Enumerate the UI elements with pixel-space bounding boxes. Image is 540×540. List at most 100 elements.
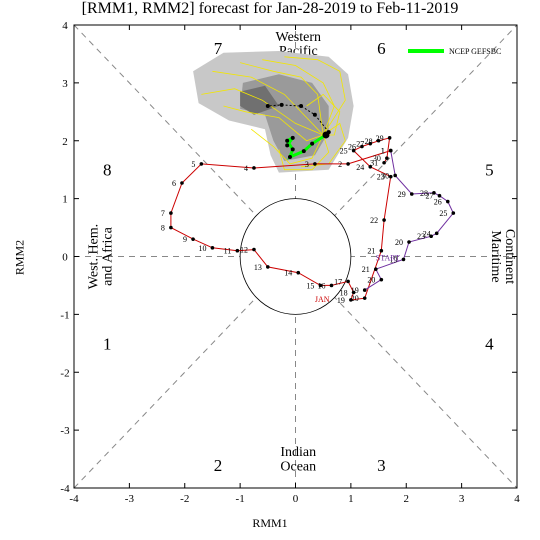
day-label: 25: [340, 147, 348, 156]
observed-point: [346, 279, 350, 284]
legend-label: NCEP GEFSBC: [449, 47, 501, 56]
region-label-right: Continent: [502, 229, 517, 284]
forecast-mean-point: [310, 141, 315, 146]
observed-point: [373, 267, 378, 272]
observed-point: [387, 136, 392, 140]
annotation-label: START: [376, 254, 400, 263]
observed-point: [329, 283, 334, 288]
ensemble-member-track: [284, 56, 346, 136]
x-tick-label: -3: [125, 493, 135, 505]
ensemble-upper-point: [312, 112, 317, 117]
x-tick-label: -1: [236, 493, 245, 505]
region-label-left: and Africa: [101, 226, 116, 285]
y-tick-label: 0: [62, 252, 68, 264]
forecast-mean-point: [290, 135, 295, 140]
day-label: 30: [381, 171, 389, 180]
ensemble-member-track: [201, 88, 324, 136]
day-label: 20: [351, 294, 359, 303]
forecast-mean-point: [290, 147, 295, 152]
forecast-mean-point: [287, 154, 292, 159]
region-label-top: Western: [276, 30, 322, 45]
ensemble-member-track: [278, 134, 330, 171]
ensemble-upper-point: [279, 102, 284, 107]
observed-point: [368, 141, 373, 146]
day-label: 24: [423, 229, 431, 238]
day-label: 31: [370, 159, 378, 168]
observed-point: [368, 164, 373, 169]
day-label: 20: [367, 276, 375, 285]
observed-point: [382, 160, 386, 165]
observed-point: [379, 277, 384, 282]
observed-point: [382, 218, 386, 222]
day-label: 24: [356, 163, 364, 172]
x-tick-label: 2: [404, 493, 410, 505]
observed-point: [451, 211, 456, 215]
observed-point: [385, 156, 389, 160]
forecast-mean-point: [285, 143, 290, 148]
day-label: 23: [417, 232, 425, 241]
ensemble-member-track: [212, 70, 324, 136]
day-label: 21: [367, 247, 375, 256]
day-label: 6: [172, 179, 176, 188]
day-label: 5: [191, 160, 195, 169]
observed-point: [199, 162, 204, 166]
day-label: 21: [362, 265, 370, 274]
observed-point: [401, 257, 406, 262]
x-tick-label: 3: [459, 493, 465, 505]
day-label: 7: [161, 209, 165, 218]
phase-number: 6: [377, 39, 386, 58]
observed-point: [235, 248, 240, 253]
y-axis-label: RMM2: [12, 239, 27, 276]
day-label: 1: [381, 147, 385, 156]
day-label: 23: [377, 173, 385, 182]
observed-point: [252, 166, 256, 170]
day-label: 18: [340, 288, 348, 297]
observed-point: [169, 225, 173, 230]
day-label: 13: [254, 263, 262, 272]
day-label: 15: [306, 281, 314, 290]
day-label: 16: [317, 281, 325, 290]
ensemble-member-track: [250, 128, 324, 165]
ensemble-member-track: [239, 62, 324, 136]
x-tick-label: 4: [514, 493, 520, 505]
day-label: 11: [224, 247, 232, 256]
observed-point: [445, 199, 450, 204]
day-label: 27: [356, 140, 364, 149]
observed-point: [210, 246, 215, 250]
y-tick-label: -3: [60, 425, 70, 437]
observed-point: [296, 270, 301, 275]
day-label: 19: [351, 286, 359, 295]
forecast-mean-point: [285, 138, 290, 143]
y-tick-label: 2: [62, 136, 68, 148]
observed-point: [379, 248, 384, 253]
observed-line: [364, 150, 454, 291]
day-label: 9: [183, 235, 187, 244]
day-label: 29: [376, 134, 384, 143]
day-label: 29: [398, 190, 406, 199]
observed-point: [434, 231, 439, 236]
observed-point: [313, 162, 317, 166]
day-label: 17: [334, 277, 342, 286]
observed-point: [346, 162, 350, 166]
unit-circle: [239, 198, 352, 315]
phase-number: 1: [103, 334, 112, 353]
region-label-bottom: Indian: [280, 445, 316, 460]
day-label: 8: [161, 224, 165, 233]
y-tick-label: 3: [62, 78, 68, 90]
day-label: 1: [381, 147, 385, 156]
ensemble-member-track: [223, 105, 324, 142]
ensemble-spread-core: [240, 85, 279, 115]
day-label: 20: [395, 238, 403, 247]
observed-point: [360, 144, 364, 149]
chart-title: [RMM1, RMM2] forecast for Jan-28-2019 to…: [81, 0, 459, 17]
phase-number: 4: [485, 334, 494, 353]
day-label: 12: [240, 246, 248, 255]
day-label: 27: [425, 192, 433, 201]
ensemble-upper-point: [265, 104, 270, 109]
day-label: 14: [284, 269, 292, 278]
day-label: 4: [244, 164, 248, 173]
observed-point: [351, 290, 356, 295]
phase-number: 8: [103, 161, 112, 180]
